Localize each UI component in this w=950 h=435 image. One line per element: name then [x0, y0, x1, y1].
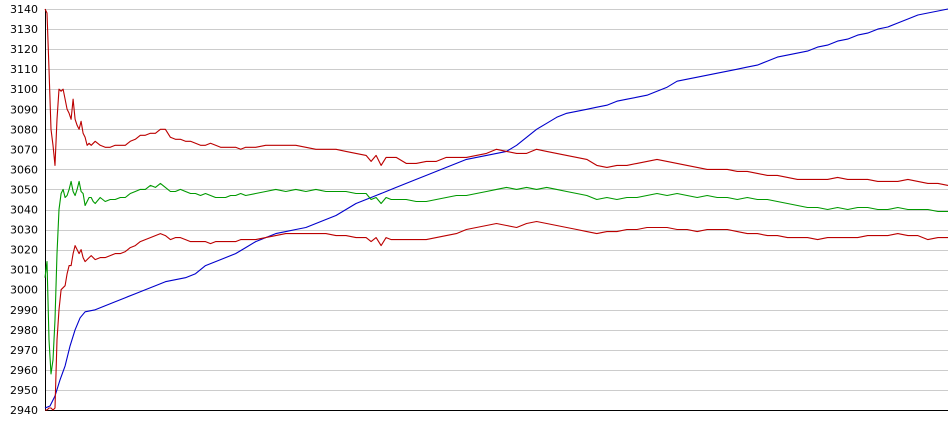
y-tick-label: 3100 — [10, 83, 38, 96]
series-line-4 — [45, 220, 948, 411]
series-line-3 — [44, 8, 949, 186]
y-tick-label: 3020 — [10, 244, 38, 257]
axes — [45, 9, 948, 411]
y-tick-label: 3040 — [10, 204, 38, 217]
y-tick-label: 3080 — [10, 123, 38, 136]
grid — [45, 9, 948, 411]
series-line-2 — [44, 180, 948, 375]
y-tick-label: 2940 — [10, 404, 38, 417]
y-tick-label: 2960 — [10, 364, 38, 377]
y-tick-label: 2950 — [10, 384, 38, 397]
y-axis-ticks: 2940 2950 2960 2970 2980 2990 3000 3010 3020 3030… — [10, 3, 38, 417]
y-tick-label: 2990 — [10, 304, 38, 317]
y-tick-label: 2980 — [10, 324, 38, 337]
y-tick-label: 3130 — [10, 23, 38, 36]
y-tick-label: 3070 — [10, 143, 38, 156]
y-tick-label: 3110 — [10, 63, 38, 76]
y-tick-label: 3120 — [10, 43, 38, 56]
series-lines — [44, 8, 949, 411]
y-tick-label: 3000 — [10, 284, 38, 297]
y-tick-label: 3030 — [10, 224, 38, 237]
y-tick-label: 3010 — [10, 264, 38, 277]
y-tick-label: 2970 — [10, 344, 38, 357]
y-tick-label: 3050 — [10, 183, 38, 196]
y-tick-label: 3090 — [10, 103, 38, 116]
y-tick-label: 3060 — [10, 163, 38, 176]
y-tick-label: 3140 — [10, 3, 38, 16]
series-line-1 — [44, 8, 949, 409]
